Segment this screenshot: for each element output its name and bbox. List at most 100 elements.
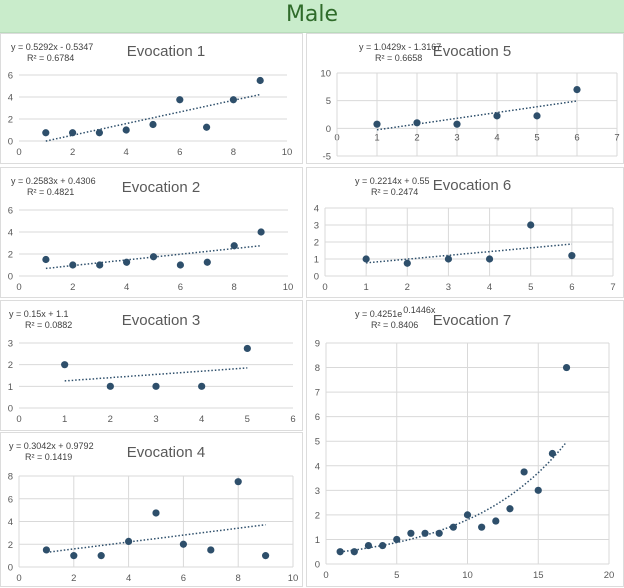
data-point	[149, 253, 158, 261]
x-tick-label: 10	[288, 573, 299, 584]
x-tick-label: 5	[528, 282, 533, 293]
data-point	[527, 221, 535, 229]
data-point	[203, 123, 211, 131]
y-tick-label: 8	[8, 472, 13, 483]
r-squared-label: R² = 0.1419	[25, 452, 72, 462]
r-squared-label: R² = 0.6658	[375, 53, 422, 63]
y-tick-label: 1	[314, 255, 319, 266]
y-tick-label: 4	[315, 461, 320, 472]
x-tick-label: 4	[124, 147, 129, 158]
x-tick-label: 4	[487, 282, 492, 293]
y-tick-label: 0	[8, 404, 13, 415]
x-tick-label: 8	[232, 282, 237, 293]
scatter-plot-evocation-6: 0 1 2 3 4 0 1 2 3 4 5 6 7 Evocation 6y = 0.2214x + 0.…	[314, 176, 616, 293]
chart-title: Evocation 3	[122, 312, 200, 329]
x-tick-label: 1	[62, 414, 67, 425]
data-point	[97, 552, 105, 560]
r-squared-label: R² = 0.6784	[27, 53, 74, 63]
y-tick-label: 2	[8, 540, 13, 551]
data-point	[42, 255, 50, 264]
y-tick-label: 2	[8, 250, 13, 261]
data-point	[125, 537, 133, 546]
y-tick-label: 9	[315, 339, 320, 350]
x-tick-label: 3	[153, 414, 158, 425]
data-point	[61, 361, 69, 369]
x-tick-label: 0	[16, 414, 21, 425]
trendline	[45, 244, 262, 270]
scatter-plot-evocation-2: 0 2 4 6 0 2 4 6 8 10 Evocation 2 y = 0.2583x + 0.43…	[8, 176, 294, 293]
y-tick-label: 3	[314, 221, 319, 232]
trendline	[340, 441, 568, 553]
r-squared-label: R² = 0.2474	[371, 187, 418, 197]
chart-title: Evocation 2	[122, 179, 200, 196]
chart-title: Evocation 4	[127, 444, 205, 461]
data-point	[176, 261, 184, 269]
y-tick-label: 0	[315, 560, 320, 571]
x-tick-label: 2	[414, 132, 419, 143]
data-point	[336, 548, 344, 556]
data-point	[362, 255, 370, 263]
data-point	[393, 535, 401, 544]
x-tick-label: 4	[494, 132, 499, 143]
x-tick-label: 5	[394, 570, 399, 581]
data-point	[69, 129, 77, 137]
x-tick-label: 2	[108, 414, 113, 425]
y-tick-label: 5	[315, 437, 320, 448]
chart-panel-evocation-4: 0 2 4 6 8 0 2 4 6 8 10 Evocation 4 y = 0.3042x + 0.9…	[0, 432, 303, 587]
data-point	[70, 552, 78, 560]
x-tick-label: 5	[245, 414, 250, 425]
trendline	[46, 523, 266, 554]
x-tick-label: 2	[70, 147, 75, 158]
data-point	[573, 86, 581, 94]
x-tick-label: 0	[16, 147, 21, 158]
trendline-equation: y = 0.3042x + 0.9792	[9, 441, 94, 451]
data-point	[421, 529, 429, 537]
r-squared-label: R² = 0.4821	[27, 187, 74, 197]
y-tick-label: 0	[8, 563, 13, 574]
data-point	[257, 228, 265, 236]
x-tick-label: 2	[70, 282, 75, 293]
y-tick-label: 1	[8, 382, 13, 393]
trendline-equation: y = 0.15x + 1.1	[9, 309, 69, 319]
data-point	[42, 546, 51, 554]
x-tick-label: 6	[574, 132, 579, 143]
data-point	[123, 258, 131, 266]
trendline-equation: y = 0.2583x + 0.4306	[11, 176, 96, 186]
x-tick-label: 20	[604, 570, 615, 581]
x-tick-label: 0	[322, 282, 327, 293]
data-point	[548, 449, 556, 458]
y-tick-label: 6	[8, 494, 13, 505]
chart-title: Evocation 7	[433, 312, 511, 329]
chart-title: Evocation 1	[127, 43, 205, 60]
y-tick-label: 4	[8, 228, 13, 239]
y-tick-label: 2	[8, 360, 13, 371]
data-point	[234, 478, 242, 486]
y-tick-label: 7	[315, 388, 320, 399]
y-tick-label: 2	[315, 510, 320, 521]
x-tick-label: 15	[533, 570, 544, 581]
data-point	[478, 523, 486, 531]
x-tick-label: 4	[126, 573, 131, 584]
data-point	[435, 529, 443, 537]
chart-title: Evocation 5	[433, 43, 511, 60]
chart-panel-evocation-1: 0 2 4 6 0 2 4 6 8 10 Evocation 1 y = 0.5292x - 0.53…	[0, 33, 303, 164]
x-tick-label: 8	[231, 147, 236, 158]
title-banner: Male	[0, 0, 624, 33]
data-point	[379, 541, 387, 550]
data-point	[533, 112, 541, 120]
x-tick-label: 10	[283, 282, 294, 293]
chart-panel-evocation-7: 0 1 2 3 4 5 6 7 8 9 0 5 10 15 20 Evocation 7 y = 0.4251e…	[306, 300, 624, 587]
data-point	[449, 523, 457, 531]
chart-title: Evocation 6	[433, 177, 511, 194]
data-point	[568, 252, 576, 260]
y-tick-label: 0	[314, 272, 319, 283]
chart-panel-evocation-3: 0 1 2 3 0 1 2 3 4 5 6 Evocation 3 y = 0.15x + 1.1 R² …	[0, 300, 303, 431]
x-tick-label: 10	[282, 147, 293, 158]
data-point	[229, 96, 237, 104]
data-point	[106, 382, 114, 390]
chart-panel-evocation-2: 0 2 4 6 0 2 4 6 8 10 Evocation 2 y = 0.2583x + 0.43…	[0, 167, 303, 298]
y-tick-label: 4	[314, 204, 319, 215]
data-point	[373, 120, 381, 128]
data-point	[179, 540, 187, 548]
